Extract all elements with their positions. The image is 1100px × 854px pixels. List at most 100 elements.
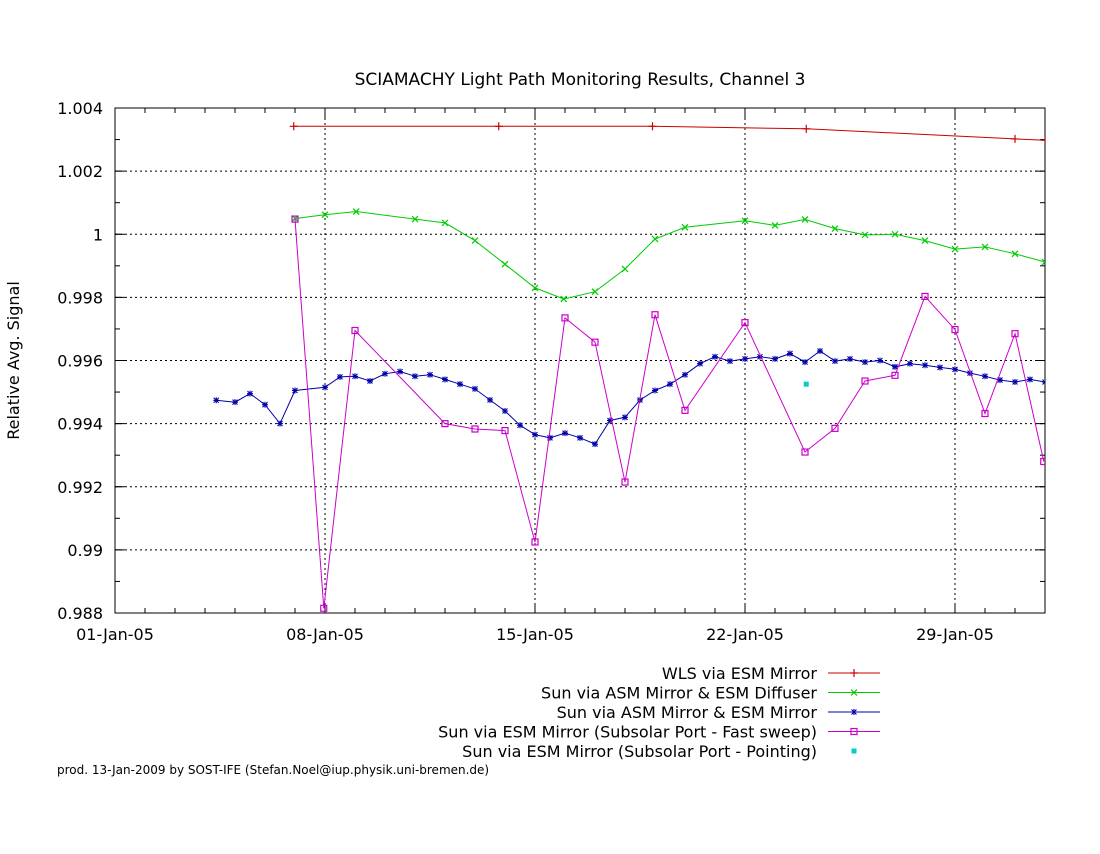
data-point-sun-via-esm-mirror-subsolar-port-fast-sweep bbox=[441, 420, 449, 428]
data-point-sun-via-esm-mirror-subsolar-port-fast-sweep bbox=[561, 314, 569, 322]
legend-label: Sun via ASM Mirror & ESM Mirror bbox=[557, 703, 818, 722]
data-point-sun-via-asm-mirror-esm-diffuser bbox=[621, 265, 629, 273]
y-tick-label: 0.992 bbox=[57, 478, 103, 497]
data-point-sun-via-asm-mirror-esm-mirror bbox=[697, 360, 703, 367]
data-point-sun-via-esm-mirror-subsolar-port-fast-sweep bbox=[891, 371, 899, 379]
data-point-wls-via-esm-mirror bbox=[494, 122, 503, 131]
data-point-sun-via-asm-mirror-esm-diffuser bbox=[1041, 258, 1045, 266]
data-point-sun-via-asm-mirror-esm-mirror bbox=[213, 397, 220, 404]
data-point-sun-via-esm-mirror-subsolar-port-fast-sweep bbox=[501, 426, 509, 435]
data-point-sun-via-asm-mirror-esm-mirror bbox=[892, 363, 898, 370]
data-point-sun-via-asm-mirror-esm-mirror bbox=[952, 366, 958, 373]
data-point-wls-via-esm-mirror bbox=[1041, 136, 1045, 145]
data-point-wls-via-esm-mirror bbox=[289, 122, 298, 131]
data-point-sun-via-esm-mirror-subsolar-port-fast-sweep bbox=[1040, 457, 1045, 466]
data-point-sun-via-asm-mirror-esm-mirror bbox=[802, 359, 808, 366]
legend-marker bbox=[850, 727, 858, 736]
data-point-sun-via-asm-mirror-esm-mirror bbox=[997, 377, 1003, 384]
data-point-sun-via-asm-mirror-esm-mirror bbox=[1027, 376, 1033, 383]
data-point-sun-via-asm-mirror-esm-mirror bbox=[502, 408, 508, 414]
y-axis-label: Relative Avg. Signal bbox=[4, 281, 23, 440]
data-point-sun-via-asm-mirror-esm-mirror bbox=[967, 370, 973, 377]
y-tick-label: 0.996 bbox=[57, 352, 103, 371]
data-point-sun-via-asm-mirror-esm-mirror bbox=[607, 417, 613, 424]
data-point-sun-via-asm-mirror-esm-mirror bbox=[922, 362, 928, 369]
x-tick-label: 15-Jan-05 bbox=[496, 625, 574, 644]
x-tick-label: 29-Jan-05 bbox=[916, 625, 994, 644]
data-point-sun-via-asm-mirror-esm-mirror bbox=[877, 357, 883, 364]
data-point-sun-via-esm-mirror-subsolar-port-fast-sweep bbox=[981, 409, 989, 418]
data-point-sun-via-esm-mirror-subsolar-port-fast-sweep bbox=[1011, 330, 1019, 338]
data-point-sun-via-asm-mirror-esm-mirror bbox=[757, 353, 763, 360]
data-point-wls-via-esm-mirror bbox=[802, 124, 811, 133]
data-point-sun-via-asm-mirror-esm-mirror bbox=[937, 364, 943, 371]
data-point-sun-via-esm-mirror-subsolar-port-fast-sweep bbox=[320, 604, 328, 612]
y-tick-label: 0.99 bbox=[67, 541, 103, 560]
data-point-sun-via-asm-mirror-esm-diffuser bbox=[831, 225, 839, 232]
data-point-sun-via-asm-mirror-esm-diffuser bbox=[771, 221, 779, 229]
data-point-sun-via-asm-mirror-esm-mirror bbox=[847, 355, 853, 362]
data-point-sun-via-esm-mirror-subsolar-port-fast-sweep bbox=[741, 319, 749, 327]
production-footer: prod. 13-Jan-2009 by SOST-IFE (Stefan.No… bbox=[57, 763, 490, 777]
series-sun-via-asm-mirror-esm-diffuser bbox=[291, 208, 1045, 303]
data-point-sun-via-asm-mirror-esm-diffuser bbox=[321, 211, 329, 219]
data-point-sun-via-asm-mirror-esm-diffuser bbox=[681, 223, 689, 231]
data-point-sun-via-asm-mirror-esm-mirror bbox=[652, 387, 658, 394]
data-point-sun-via-esm-mirror-subsolar-port-fast-sweep bbox=[591, 338, 599, 346]
data-point-sun-via-esm-mirror-subsolar-port-fast-sweep bbox=[951, 325, 959, 334]
series-wls-via-esm-mirror bbox=[289, 122, 1045, 145]
data-point-sun-via-asm-mirror-esm-diffuser bbox=[951, 245, 959, 253]
y-tick-label: 1.002 bbox=[57, 162, 103, 181]
data-point-sun-via-asm-mirror-esm-diffuser bbox=[591, 288, 599, 296]
series-line-sun-via-esm-mirror-subsolar-port-fast-sweep bbox=[294, 219, 1045, 609]
data-point-sun-via-esm-mirror-subsolar-port-pointing bbox=[803, 381, 809, 387]
data-point-sun-via-asm-mirror-esm-mirror bbox=[262, 401, 268, 408]
legend-marker bbox=[851, 709, 857, 715]
data-point-sun-via-asm-mirror-esm-mirror bbox=[382, 370, 388, 377]
data-point-sun-via-esm-mirror-subsolar-port-fast-sweep bbox=[921, 292, 929, 301]
legend-label: WLS via ESM Mirror bbox=[662, 664, 818, 683]
data-point-sun-via-asm-mirror-esm-diffuser bbox=[861, 231, 869, 239]
data-point-sun-via-asm-mirror-esm-mirror bbox=[367, 378, 373, 385]
data-point-sun-via-esm-mirror-subsolar-port-fast-sweep bbox=[651, 311, 659, 319]
data-point-sun-via-esm-mirror-subsolar-port-fast-sweep bbox=[471, 425, 479, 433]
data-point-sun-via-asm-mirror-esm-diffuser bbox=[891, 230, 899, 238]
data-point-sun-via-esm-mirror-subsolar-port-fast-sweep bbox=[291, 215, 299, 223]
data-point-sun-via-asm-mirror-esm-mirror bbox=[442, 376, 448, 383]
series-line-wls-via-esm-mirror bbox=[293, 125, 1045, 141]
data-point-sun-via-asm-mirror-esm-mirror bbox=[352, 373, 358, 380]
data-point-sun-via-asm-mirror-esm-mirror bbox=[667, 381, 673, 388]
data-point-sun-via-asm-mirror-esm-mirror bbox=[337, 373, 343, 380]
data-point-sun-via-esm-mirror-subsolar-port-fast-sweep bbox=[681, 406, 689, 414]
data-point-sun-via-asm-mirror-esm-mirror bbox=[832, 358, 838, 365]
data-point-sun-via-asm-mirror-esm-diffuser bbox=[1011, 250, 1019, 258]
data-point-sun-via-asm-mirror-esm-mirror bbox=[787, 350, 793, 357]
data-point-sun-via-asm-mirror-esm-mirror bbox=[577, 434, 583, 441]
data-point-sun-via-asm-mirror-esm-mirror bbox=[862, 359, 868, 366]
data-point-sun-via-asm-mirror-esm-diffuser bbox=[651, 235, 659, 243]
data-point-sun-via-asm-mirror-esm-mirror bbox=[232, 399, 238, 406]
data-point-sun-via-asm-mirror-esm-diffuser bbox=[981, 243, 989, 251]
data-point-sun-via-asm-mirror-esm-diffuser bbox=[741, 217, 749, 225]
data-point-sun-via-esm-mirror-subsolar-port-fast-sweep bbox=[801, 448, 809, 456]
data-point-sun-via-esm-mirror-subsolar-port-fast-sweep bbox=[861, 377, 869, 385]
x-tick-label: 08-Jan-05 bbox=[286, 625, 364, 644]
data-point-sun-via-asm-mirror-esm-mirror bbox=[1042, 378, 1045, 385]
data-point-sun-via-asm-mirror-esm-mirror bbox=[907, 360, 913, 367]
data-point-sun-via-asm-mirror-esm-mirror bbox=[982, 373, 988, 380]
data-point-sun-via-asm-mirror-esm-mirror bbox=[247, 390, 253, 397]
data-point-sun-via-esm-mirror-subsolar-port-fast-sweep bbox=[351, 326, 359, 335]
legend-label: Sun via ESM Mirror (Subsolar Port - Poin… bbox=[462, 742, 817, 761]
y-tick-label: 0.998 bbox=[57, 288, 103, 307]
data-point-sun-via-asm-mirror-esm-diffuser bbox=[352, 208, 360, 215]
y-tick-label: 1.004 bbox=[57, 99, 103, 118]
data-point-sun-via-asm-mirror-esm-mirror bbox=[547, 434, 553, 441]
series-line-sun-via-asm-mirror-esm-diffuser bbox=[294, 210, 1045, 300]
data-point-sun-via-asm-mirror-esm-diffuser bbox=[411, 215, 419, 223]
x-tick-label: 01-Jan-05 bbox=[76, 625, 154, 644]
series-sun-via-asm-mirror-esm-mirror bbox=[213, 348, 1045, 448]
data-point-sun-via-asm-mirror-esm-diffuser bbox=[921, 237, 929, 244]
series-line-sun-via-asm-mirror-esm-mirror bbox=[216, 350, 1045, 445]
